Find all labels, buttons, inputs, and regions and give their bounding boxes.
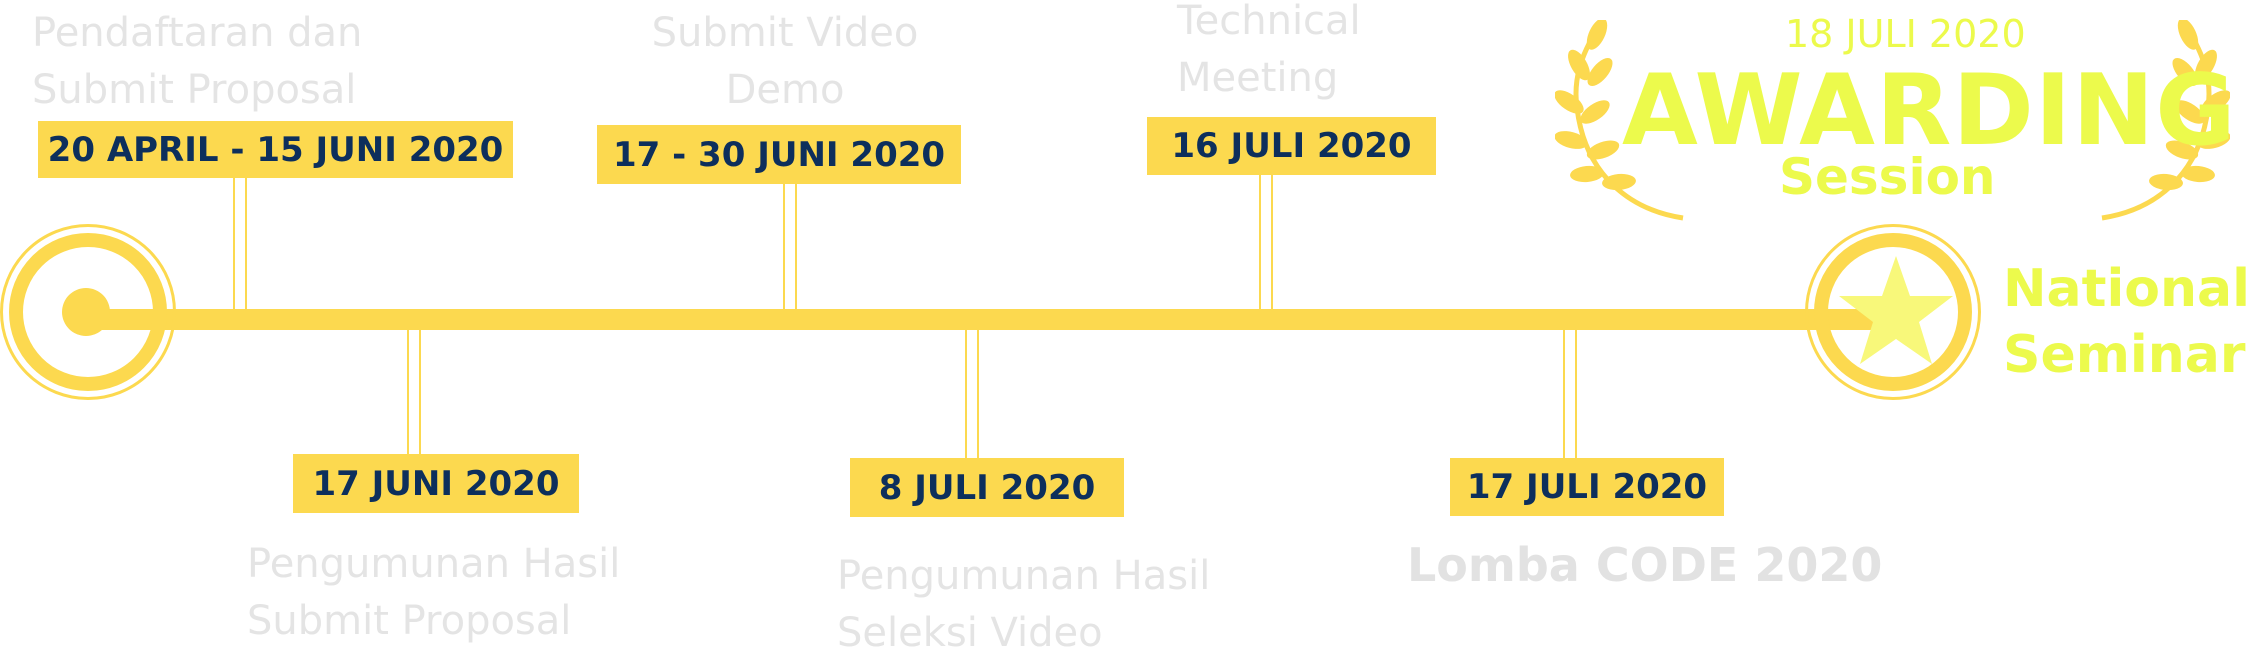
milestone-5-line2: Meeting bbox=[1177, 55, 1339, 101]
connector-1 bbox=[233, 175, 247, 310]
start-ring-outer bbox=[0, 224, 176, 400]
milestone-6-description: Lomba CODE 2020 bbox=[1407, 538, 1883, 592]
milestone-1-date: 20 APRIL - 15 JUNI 2020 bbox=[38, 121, 513, 178]
connector-5 bbox=[1259, 173, 1273, 310]
national-seminar-label: National Seminar bbox=[2003, 256, 2247, 388]
milestone-4-date: 8 JULI 2020 bbox=[850, 458, 1124, 517]
laurel-left-icon bbox=[1555, 20, 1684, 221]
end-ring-outer bbox=[1805, 224, 1981, 400]
milestone-3-description: Submit Video Demo bbox=[585, 5, 985, 119]
milestone-5-date: 16 JULI 2020 bbox=[1147, 117, 1436, 175]
national-line2: Seminar bbox=[2003, 325, 2246, 385]
milestone-5-line1: Technical bbox=[1177, 0, 1361, 44]
milestone-6-date: 17 JULI 2020 bbox=[1450, 458, 1724, 516]
milestone-1-line1: Pendaftaran dan bbox=[32, 10, 363, 56]
milestone-3-line1: Submit Video bbox=[651, 10, 919, 56]
milestone-2-description: Pengumunan Hasil Submit Proposal bbox=[247, 536, 620, 650]
milestone-4-description: Pengumunan Hasil Seleksi Video bbox=[837, 548, 1210, 662]
star-icon bbox=[1839, 256, 1953, 364]
milestone-2-line1: Pengumunan Hasil bbox=[247, 541, 621, 587]
milestone-1-description: Pendaftaran dan Submit Proposal bbox=[32, 5, 362, 119]
milestone-4-line2: Seleksi Video bbox=[837, 610, 1103, 656]
milestone-5-description: Technical Meeting bbox=[1177, 0, 1361, 107]
connector-3 bbox=[783, 183, 797, 310]
start-dot-icon bbox=[62, 288, 110, 336]
milestone-2-date: 17 JUNI 2020 bbox=[293, 454, 579, 513]
milestone-3-line2: Demo bbox=[725, 67, 845, 113]
connector-4 bbox=[965, 312, 979, 460]
awarding-session: Session bbox=[1779, 148, 1996, 206]
connector-6 bbox=[1563, 312, 1577, 460]
milestone-2-line2: Submit Proposal bbox=[247, 598, 572, 644]
laurel-right-icon bbox=[2101, 20, 2230, 221]
connector-2 bbox=[407, 312, 421, 457]
awarding-date: 18 JULI 2020 bbox=[1785, 12, 2026, 56]
awarding-title: AWARDING bbox=[1622, 54, 2237, 168]
national-line1: National bbox=[2003, 259, 2247, 319]
milestone-4-line1: Pengumunan Hasil bbox=[837, 553, 1211, 599]
timeline-line bbox=[100, 309, 1880, 330]
milestone-3-date: 17 - 30 JUNI 2020 bbox=[597, 125, 961, 184]
milestone-1-line2: Submit Proposal bbox=[32, 67, 357, 113]
